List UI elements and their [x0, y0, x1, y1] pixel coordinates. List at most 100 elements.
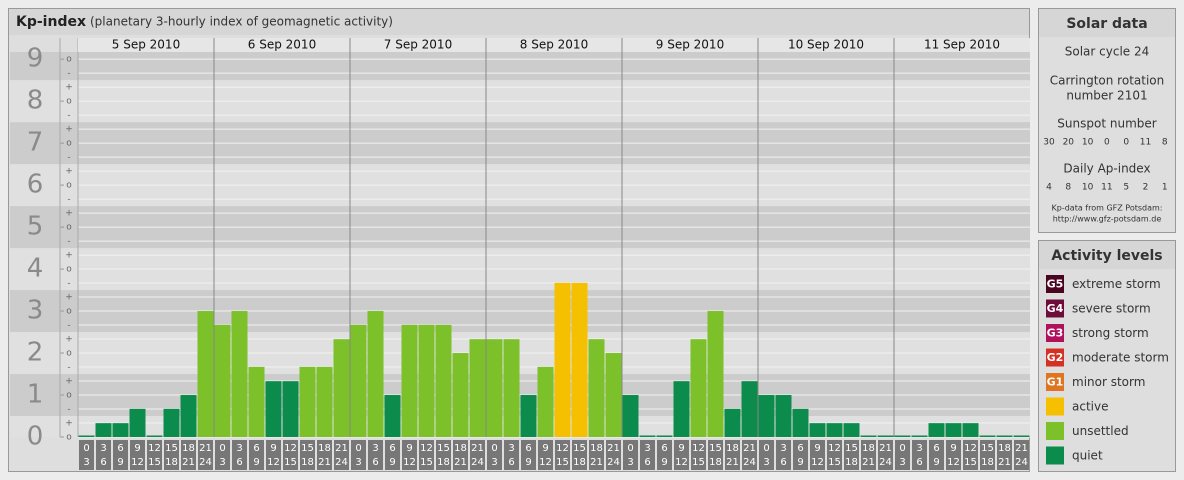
hour-label: 24: [335, 457, 348, 468]
hour-label: 12: [420, 443, 433, 454]
hour-label: 6: [797, 443, 803, 454]
hour-label: 12: [539, 457, 552, 468]
subtitle: (planetary 3-hourly index of geomagnetic…: [90, 15, 393, 29]
sunspot-label: Sunspot number: [1057, 117, 1156, 131]
bar: [962, 423, 979, 437]
bar: [945, 423, 962, 437]
legend-swatch: [1046, 275, 1064, 293]
bar: [571, 282, 588, 437]
legend-swatch: [1046, 446, 1064, 465]
hour-label: 0: [627, 443, 633, 454]
bar: [707, 311, 724, 437]
hour-label: 24: [607, 457, 620, 468]
hour-label: 9: [814, 443, 820, 454]
bar: [877, 435, 894, 437]
legend-swatch: [1046, 299, 1064, 318]
hour-label: 21: [471, 443, 484, 454]
minor-tick-label: +: [65, 293, 73, 303]
sunspot-value: 11: [1140, 138, 1151, 148]
hour-label: 21: [335, 443, 348, 454]
day-header-bar: [78, 38, 1030, 52]
hour-label: 15: [964, 457, 977, 468]
hour-box: [844, 440, 859, 470]
ap-value: 10: [1082, 183, 1094, 193]
y-tick-label: 9: [27, 44, 44, 74]
minor-tick-label: o: [66, 139, 72, 149]
hour-label: 0: [763, 443, 769, 454]
minor-tick-label: +: [65, 251, 73, 261]
hour-label: 12: [947, 457, 960, 468]
hour-label: 9: [542, 443, 548, 454]
hour-box: [623, 440, 638, 470]
legend-badge: G2: [1047, 351, 1064, 364]
hour-box: [691, 440, 706, 470]
minor-tick-label: -: [67, 363, 70, 373]
hour-label: 15: [709, 443, 722, 454]
hour-box: [79, 440, 94, 470]
hour-label: 0: [491, 443, 497, 454]
hour-label: 3: [780, 443, 786, 454]
y-tick-label: 8: [27, 86, 44, 116]
hour-label: 15: [573, 443, 586, 454]
day-label: 11 Sep 2010: [924, 38, 1000, 52]
hour-label: 24: [199, 457, 212, 468]
hour-label: 9: [950, 443, 956, 454]
bar: [418, 324, 435, 437]
hour-label: 21: [879, 443, 892, 454]
bar: [197, 311, 214, 437]
hour-label: 21: [590, 457, 603, 468]
hour-label: 18: [709, 457, 722, 468]
hour-box: [419, 440, 434, 470]
hour-box: [776, 440, 791, 470]
hour-box: [385, 440, 400, 470]
hour-label: 9: [253, 457, 259, 468]
band: [10, 416, 1030, 437]
hour-box: [589, 440, 604, 470]
y-tick-label: 5: [27, 212, 44, 242]
hour-label: 15: [845, 443, 858, 454]
bar: [928, 423, 945, 437]
legend-label: strong storm: [1072, 326, 1149, 340]
bar: [758, 395, 775, 437]
legend-swatch: [1046, 397, 1064, 416]
hour-label: 6: [525, 443, 531, 454]
bar: [894, 435, 911, 437]
hour-box: [215, 440, 230, 470]
bar: [333, 339, 350, 437]
bar: [911, 435, 928, 437]
hour-box: [334, 440, 349, 470]
hour-label: 6: [253, 443, 259, 454]
ap-value: 1: [1162, 183, 1168, 193]
bar: [401, 324, 418, 437]
bar: [180, 395, 197, 437]
hour-box: [266, 440, 281, 470]
hour-box: [1014, 440, 1029, 470]
hour-label: 12: [964, 443, 977, 454]
hour-label: 6: [644, 457, 650, 468]
hour-box: [453, 440, 468, 470]
hour-label: 21: [862, 457, 875, 468]
hour-label: 9: [797, 457, 803, 468]
legend-label: moderate storm: [1072, 351, 1169, 365]
hour-box: [96, 440, 111, 470]
hour-label: 12: [675, 457, 688, 468]
bar: [78, 435, 95, 437]
minor-tick-label: +: [65, 419, 73, 429]
bar: [112, 423, 129, 437]
ap-value: 11: [1101, 183, 1112, 193]
minor-tick-label: -: [67, 153, 70, 163]
hour-label: 0: [899, 443, 905, 454]
hour-label: 9: [134, 443, 140, 454]
minor-tick-label: -: [67, 279, 70, 289]
hour-box: [436, 440, 451, 470]
y-tick-label: 3: [27, 296, 44, 326]
y-tick-label: 7: [27, 128, 44, 158]
minor-tick-label: o: [66, 391, 72, 401]
bar: [435, 324, 452, 437]
bar: [486, 339, 503, 437]
hour-label: 3: [83, 457, 89, 468]
hour-label: 3: [100, 443, 106, 454]
hour-box: [963, 440, 978, 470]
hour-label: 18: [318, 443, 331, 454]
